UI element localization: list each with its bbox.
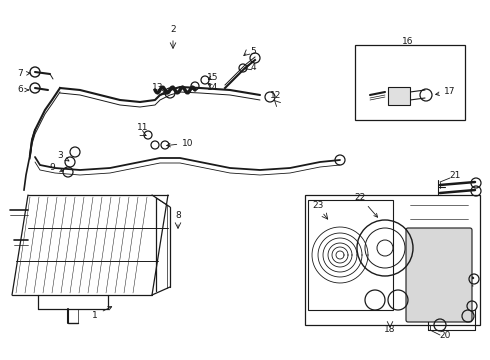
Text: 14: 14 — [207, 82, 219, 91]
Text: 10: 10 — [167, 139, 194, 148]
Text: 4: 4 — [250, 63, 256, 72]
Text: 8: 8 — [175, 211, 181, 220]
Text: 20: 20 — [440, 330, 451, 339]
Text: 13: 13 — [152, 82, 164, 91]
Text: 12: 12 — [270, 90, 282, 99]
Text: 11: 11 — [137, 122, 149, 131]
FancyBboxPatch shape — [406, 228, 472, 322]
Text: 15: 15 — [207, 72, 219, 81]
Text: 19: 19 — [439, 248, 451, 257]
Text: 9: 9 — [49, 163, 63, 172]
Text: 5: 5 — [250, 48, 256, 57]
Bar — [355, 45, 465, 120]
Text: 17: 17 — [436, 87, 456, 96]
Text: 3: 3 — [57, 150, 69, 161]
Text: 2: 2 — [170, 26, 176, 35]
Text: 1: 1 — [92, 307, 112, 320]
Bar — [388, 87, 410, 105]
Text: 7: 7 — [17, 69, 30, 78]
Text: 21: 21 — [449, 171, 461, 180]
Text: 22: 22 — [354, 193, 378, 217]
Text: 18: 18 — [384, 325, 396, 334]
Text: 16: 16 — [402, 37, 414, 46]
Bar — [305, 195, 480, 325]
Text: 6: 6 — [17, 85, 28, 94]
Bar — [308, 200, 393, 310]
Text: 23: 23 — [312, 201, 324, 210]
